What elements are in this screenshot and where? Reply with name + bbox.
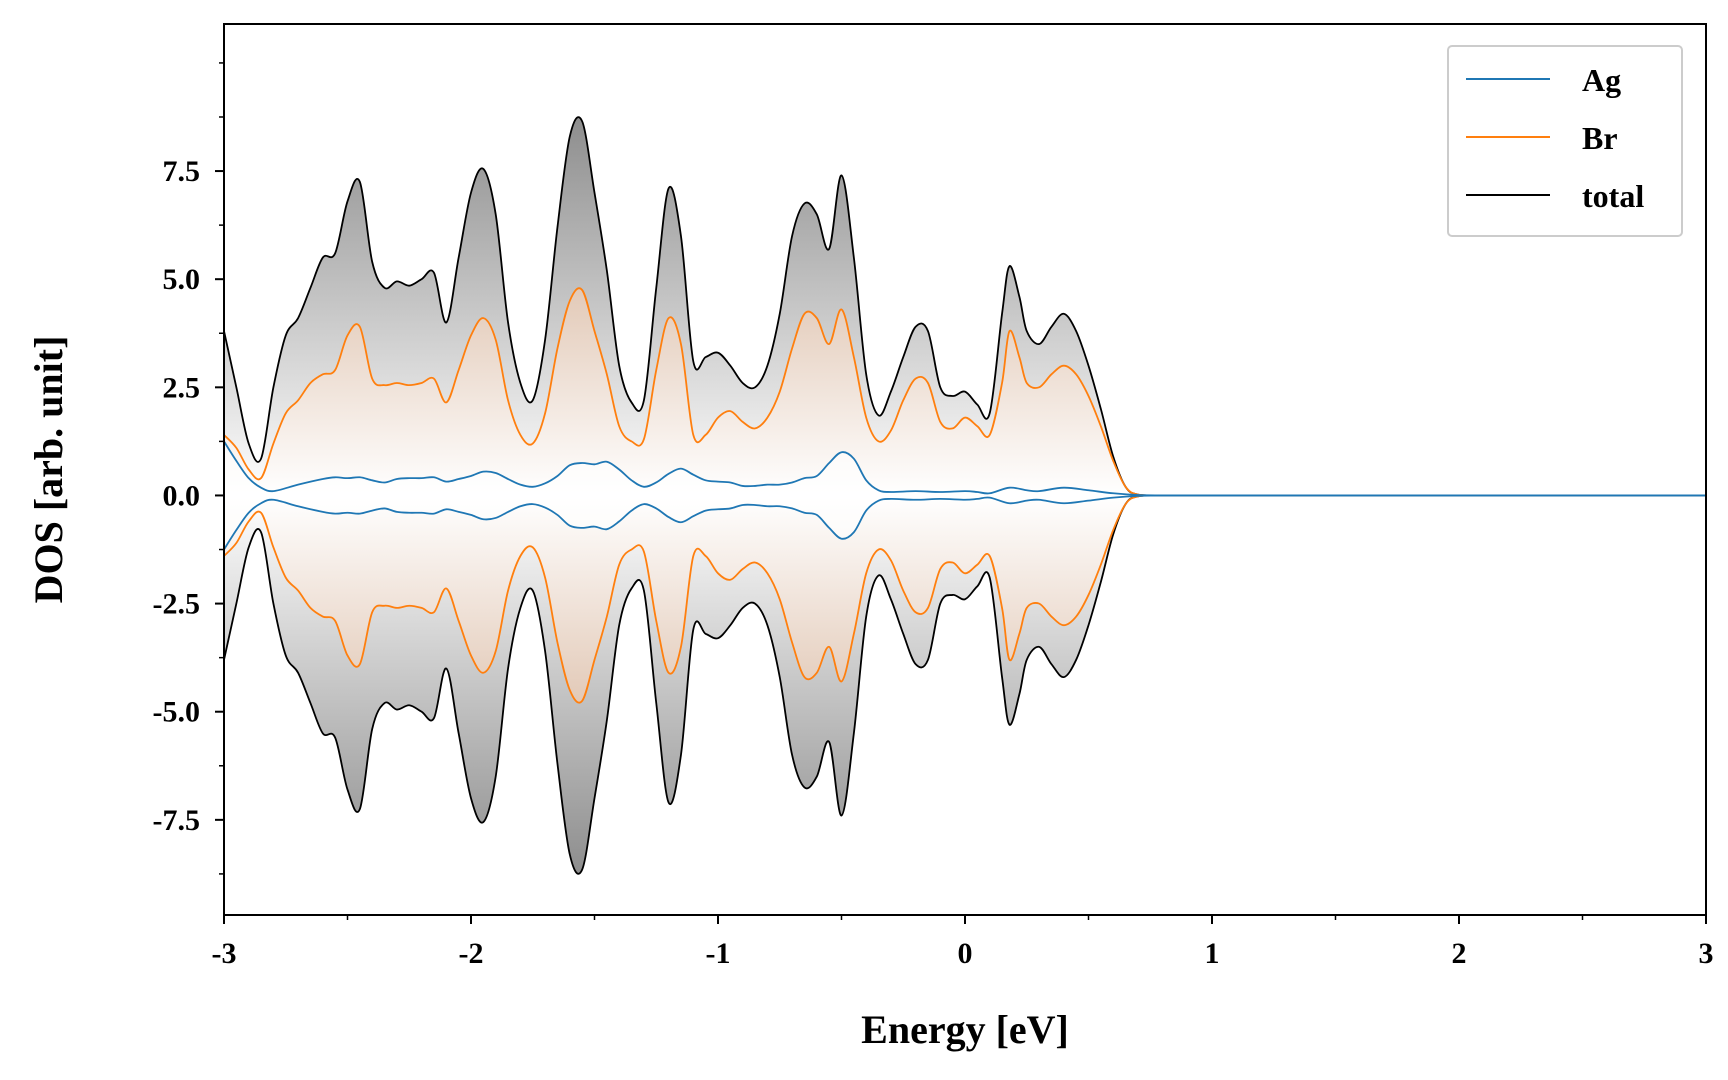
y-tick-label: 2.5 <box>163 371 201 404</box>
ag-fill-up <box>224 441 1706 496</box>
x-tick-label: 1 <box>1205 937 1220 970</box>
x-tick-label: 3 <box>1699 937 1714 970</box>
x-axis-title: Energy [eV] <box>861 1007 1069 1052</box>
y-tick-label: -5.0 <box>153 696 201 729</box>
series-line-br-up <box>224 287 1706 497</box>
series-line-ag-down <box>224 494 1706 551</box>
legend-label-total: total <box>1582 178 1644 214</box>
x-tick-label: -1 <box>706 937 731 970</box>
series-line-ag-up <box>224 440 1706 497</box>
plot-area <box>224 116 1706 875</box>
x-tick-label: -2 <box>459 937 484 970</box>
x-tick-label: 2 <box>1452 937 1467 970</box>
series-line-total-up <box>224 116 1706 497</box>
y-tick-label: 0.0 <box>163 479 201 512</box>
br-fill-down <box>224 495 1706 703</box>
series-line-total-down <box>224 494 1706 875</box>
x-tick-label: -3 <box>212 937 237 970</box>
axis-ticks: -3 -2 -1 0 1 2 3 -7.5 -5.0 -2.5 0.0 2.5 5.0 7.5 <box>153 62 1714 970</box>
series-line-br-down <box>224 494 1706 704</box>
legend-label-br: Br <box>1582 120 1618 156</box>
legend: Ag Br total <box>1447 45 1683 237</box>
legend-label-ag: Ag <box>1582 62 1621 98</box>
x-tick-label: 0 <box>958 937 973 970</box>
ag-fill-down <box>224 495 1706 550</box>
y-tick-label: 5.0 <box>163 263 201 296</box>
y-axis-title: DOS [arb. unit] <box>26 336 71 604</box>
legend-box <box>1447 45 1683 237</box>
y-tick-label: -2.5 <box>153 588 201 621</box>
y-tick-label: 7.5 <box>163 155 201 188</box>
y-tick-label: -7.5 <box>153 804 201 837</box>
br-fill-up <box>224 288 1706 496</box>
